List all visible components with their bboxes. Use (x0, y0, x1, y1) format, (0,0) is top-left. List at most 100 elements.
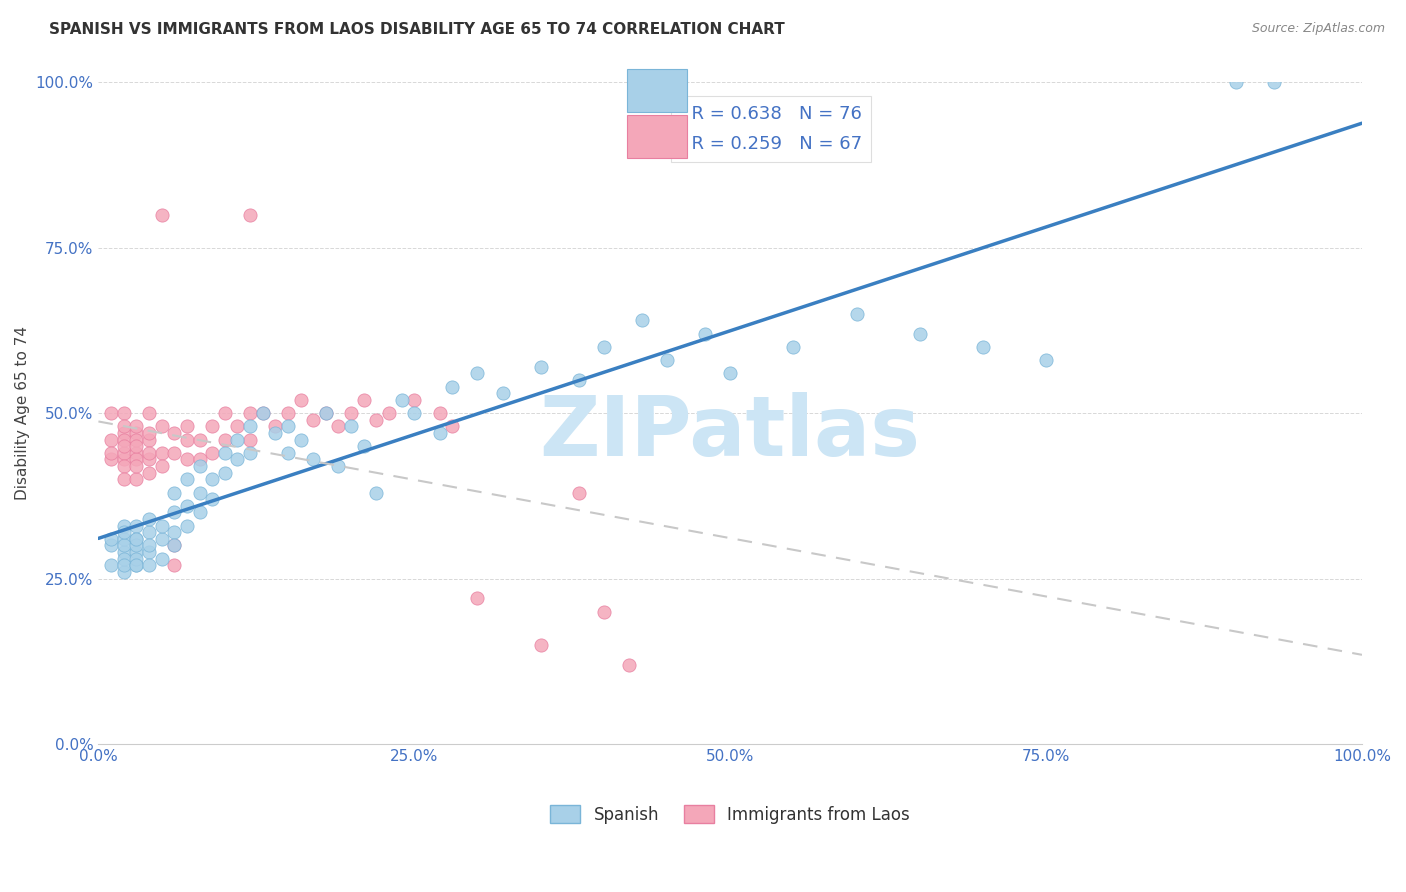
Point (100, 532, 122, 546)
Point (138, 452, 160, 467)
Point (163, 505, 186, 519)
Point (441, 419, 464, 434)
Point (176, 499, 198, 513)
Point (150, 419, 173, 434)
Point (568, 485, 591, 500)
Point (125, 472, 148, 486)
Point (429, 406, 451, 420)
Point (150, 551, 173, 566)
Point (163, 558, 186, 573)
Point (530, 638, 553, 652)
Point (150, 518, 173, 533)
Point (125, 419, 148, 434)
Point (617, 657, 640, 672)
Y-axis label: Disability Age 65 to 74: Disability Age 65 to 74 (15, 326, 30, 500)
Point (188, 505, 211, 519)
Point (112, 532, 135, 546)
Point (340, 419, 363, 434)
Point (150, 446, 173, 460)
Point (353, 439, 375, 453)
Point (378, 406, 401, 420)
Point (125, 458, 148, 473)
Point (125, 425, 148, 440)
Point (112, 539, 135, 553)
Point (404, 392, 426, 407)
Point (112, 558, 135, 573)
Point (125, 439, 148, 453)
Point (315, 406, 337, 420)
Point (315, 406, 337, 420)
Point (138, 425, 160, 440)
Point (1225, 75, 1247, 89)
Text: R = 0.638   N = 76
  R = 0.259   N = 67: R = 0.638 N = 76 R = 0.259 N = 67 (679, 105, 862, 153)
Point (277, 446, 299, 460)
Text: ZIPatlas: ZIPatlas (540, 392, 921, 474)
Point (201, 419, 224, 434)
Point (302, 413, 325, 427)
Point (150, 208, 173, 222)
Point (112, 419, 135, 434)
Point (908, 326, 931, 341)
Point (328, 458, 350, 473)
Point (125, 551, 148, 566)
Point (112, 565, 135, 579)
Point (138, 446, 160, 460)
Point (100, 406, 122, 420)
Point (239, 406, 262, 420)
Point (290, 392, 312, 407)
Point (138, 512, 160, 526)
Point (252, 406, 274, 420)
Point (201, 446, 224, 460)
Point (568, 373, 591, 387)
Point (112, 406, 135, 420)
Point (176, 433, 198, 447)
Point (441, 379, 464, 393)
Point (404, 406, 426, 420)
Point (112, 545, 135, 559)
Point (125, 532, 148, 546)
Point (163, 539, 186, 553)
Point (112, 439, 135, 453)
Point (239, 208, 262, 222)
Point (163, 425, 186, 440)
Point (302, 452, 325, 467)
Point (239, 419, 262, 434)
Point (492, 386, 515, 401)
Point (125, 558, 148, 573)
Point (100, 539, 122, 553)
Point (188, 458, 211, 473)
Point (693, 326, 716, 341)
Point (530, 359, 553, 374)
Point (201, 472, 224, 486)
Point (100, 452, 122, 467)
Point (226, 433, 249, 447)
Point (112, 425, 135, 440)
Point (718, 367, 741, 381)
Point (592, 340, 614, 354)
Point (163, 539, 186, 553)
Point (125, 433, 148, 447)
Point (252, 406, 274, 420)
Point (125, 518, 148, 533)
Point (655, 353, 678, 368)
Point (226, 419, 249, 434)
Point (1035, 353, 1057, 368)
Point (100, 446, 122, 460)
Point (138, 539, 160, 553)
Point (100, 433, 122, 447)
Point (150, 532, 173, 546)
Point (328, 419, 350, 434)
Point (277, 419, 299, 434)
Point (112, 452, 135, 467)
Point (239, 433, 262, 447)
Point (467, 591, 489, 606)
Point (125, 452, 148, 467)
Point (112, 525, 135, 540)
Text: Source: ZipAtlas.com: Source: ZipAtlas.com (1251, 22, 1385, 36)
Point (176, 452, 198, 467)
Point (782, 340, 804, 354)
Point (366, 485, 388, 500)
Point (391, 392, 413, 407)
Point (112, 458, 135, 473)
Point (163, 446, 186, 460)
